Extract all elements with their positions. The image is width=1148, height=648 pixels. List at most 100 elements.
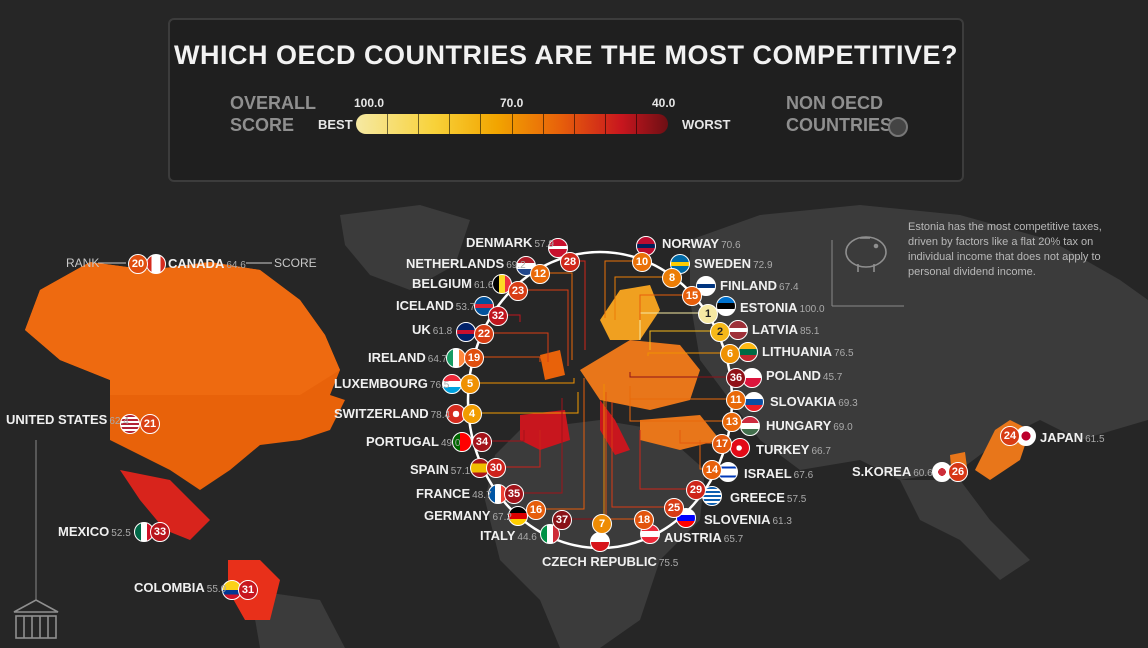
country-score: 55.0 — [206, 584, 227, 595]
country-name: AUSTRIA — [664, 530, 722, 545]
country-score: 67.2 — [492, 512, 512, 523]
country-score: 65.7 — [723, 534, 744, 545]
country-name: GERMANY — [424, 508, 491, 523]
country-name: SWEDEN — [694, 256, 752, 271]
rank-badge-iceland: 32 — [488, 306, 508, 326]
country-label-luxembourg: LUXEMBOURG 76.5 — [334, 376, 449, 391]
country-score: 48.7 — [472, 490, 492, 501]
leader-line-latvia — [649, 330, 719, 350]
rank-badge-united-states: 21 — [140, 414, 160, 434]
country-label-latvia: LATVIA 85.1 — [752, 322, 819, 337]
country-score: 75.5 — [658, 558, 679, 569]
rank-badge-uk: 22 — [474, 324, 494, 344]
rank-badge-canada: 20 — [128, 254, 148, 274]
country-label-netherlands: NETHERLANDS 69.2 — [406, 256, 526, 271]
leader-line-slovenia — [611, 402, 673, 508]
country-score: 64.7 — [427, 354, 448, 365]
country-label-germany: GERMANY 67.2 — [424, 508, 512, 523]
country-score: 61.8 — [432, 326, 453, 337]
country-score: 52.5 — [111, 528, 131, 539]
country-name: JAPAN — [1040, 430, 1084, 445]
country-name: COLOMBIA — [134, 580, 205, 595]
country-score: 57.5 — [786, 494, 807, 505]
leader-line-slovakia — [629, 386, 735, 400]
rank-badge-turkey: 17 — [712, 434, 732, 454]
rank-badge-slovenia: 25 — [664, 498, 684, 518]
country-name: SLOVAKIA — [770, 394, 837, 409]
rank-badge-colombia: 31 — [238, 580, 258, 600]
country-label-spain: SPAIN 57.1 — [410, 462, 470, 477]
country-name: ICELAND — [396, 298, 454, 313]
rank-badge-germany: 16 — [526, 500, 546, 520]
country-name: NETHERLANDS — [406, 256, 505, 271]
country-name: IRELAND — [368, 350, 426, 365]
rank-badge-denmark: 28 — [560, 252, 580, 272]
canada-land — [25, 262, 340, 395]
flag-icon-canada — [146, 254, 166, 274]
country-label-norway: NORWAY 70.6 — [662, 236, 741, 251]
rank-annotation: RANK — [66, 256, 100, 270]
country-score: 45.7 — [822, 372, 843, 383]
country-name: GREECE — [730, 490, 785, 505]
flag-icon-italy — [540, 524, 560, 544]
country-score: 76.5 — [834, 348, 854, 359]
country-score: 49.0 — [440, 438, 461, 449]
mexico-land — [120, 470, 210, 540]
leader-line-belgium — [517, 289, 569, 366]
country-score: 100.0 — [799, 304, 825, 315]
leader-line-spain — [495, 430, 541, 468]
flag-icon-czech-republic — [590, 532, 610, 552]
rank-badge-netherlands: 12 — [530, 264, 550, 284]
flag-icon-estonia — [716, 296, 736, 316]
country-score: 61.3 — [772, 516, 792, 527]
country-label-canada: CANADA 64.6 — [168, 256, 246, 271]
country-score: 61.5 — [1085, 434, 1105, 445]
rank-badge-slovakia: 11 — [726, 390, 746, 410]
country-name: S.KOREA — [852, 464, 912, 479]
tick-40: 40.0 — [652, 96, 676, 110]
country-name: SPAIN — [410, 462, 449, 477]
estonia-note: Estonia has the most competitive taxes, … — [908, 221, 1102, 278]
flag-icon-portugal — [452, 432, 472, 452]
country-name: LUXEMBOURG — [334, 376, 428, 391]
worst-label: WORST — [682, 117, 731, 132]
flag-icon-lithuania — [738, 342, 758, 362]
rank-badge-greece: 29 — [686, 480, 706, 500]
country-name: TURKEY — [756, 442, 810, 457]
country-name: MEXICO — [58, 524, 110, 539]
country-score: 76.5 — [429, 380, 450, 391]
rank-badge-japan: 24 — [1000, 426, 1020, 446]
country-score: 61.6 — [473, 280, 494, 291]
leader-line-lithuania — [647, 352, 729, 356]
rank-badge-belgium: 23 — [508, 281, 528, 301]
leader-line-uk — [483, 332, 549, 362]
leader-line-finland — [639, 294, 691, 320]
country-label-finland: FINLAND 67.4 — [720, 278, 799, 293]
country-score: 66.7 — [811, 446, 831, 457]
score-annotation: SCORE — [274, 256, 317, 270]
rank-badge-israel: 14 — [702, 460, 722, 480]
country-label-turkey: TURKEY 66.7 — [756, 442, 831, 457]
non-oecd-line1: NON OECD — [786, 93, 884, 113]
rank-badge-luxembourg: 5 — [460, 374, 480, 394]
flag-icon-turkey — [730, 438, 750, 458]
non-oecd-line2: COUNTRIES — [786, 115, 893, 135]
country-score: 69.0 — [833, 422, 853, 433]
rank-badge-italy: 37 — [552, 510, 572, 530]
country-label-estonia: ESTONIA 100.0 — [740, 300, 825, 315]
rank-badge-portugal: 34 — [472, 432, 492, 452]
non-oecd-swatch — [888, 117, 908, 137]
country-name: ISRAEL — [744, 466, 792, 481]
country-label-belgium: BELGIUM 61.6 — [412, 276, 493, 291]
leader-line-portugal — [481, 430, 525, 442]
rank-badge-estonia: 1 — [698, 304, 718, 324]
rank-badge-switzerland: 4 — [462, 404, 482, 424]
country-score: 85.1 — [799, 326, 820, 337]
greenland-land — [340, 205, 470, 290]
country-name: FINLAND — [720, 278, 778, 293]
leader-line-norway — [604, 260, 641, 318]
rank-badge-czech-republic: 7 — [592, 514, 612, 534]
country-name: POLAND — [766, 368, 821, 383]
